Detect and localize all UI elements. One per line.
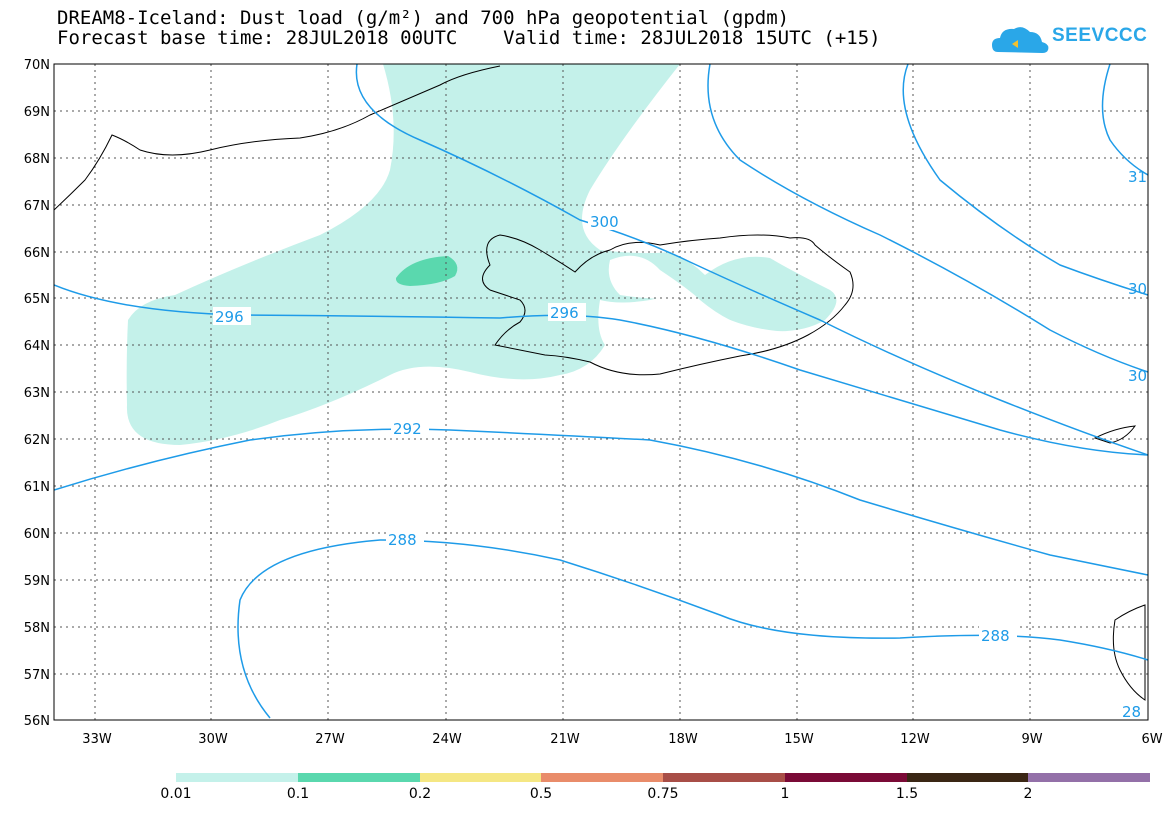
contour-label-292: 292 (393, 420, 422, 438)
lon-label: 27W (315, 732, 345, 747)
contour-label-31: 31 (1128, 168, 1147, 186)
lon-label: 9W (1021, 732, 1042, 747)
lat-label: 67N (24, 199, 50, 214)
contour-label-30b: 30 (1128, 367, 1147, 385)
lat-label: 65N (24, 292, 50, 307)
lat-label: 68N (24, 152, 50, 167)
legend-label: 0.1 (286, 786, 310, 802)
legend-swatch (176, 773, 298, 782)
lat-label: 58N (24, 621, 50, 636)
lat-label: 70N (24, 58, 50, 73)
legend-swatch (784, 773, 907, 782)
legend-label: 1 (780, 786, 790, 802)
lat-label: 64N (24, 339, 50, 354)
legend-label: 1.5 (895, 786, 919, 802)
legend-swatch (297, 773, 420, 782)
lat-label: 57N (24, 668, 50, 683)
lat-label: 59N (24, 574, 50, 589)
legend-label: 0.75 (647, 786, 679, 802)
contour-label-28: 28 (1122, 703, 1141, 721)
legend-swatch (1028, 773, 1150, 782)
lat-label: 56N (24, 714, 50, 729)
legend-swatch (419, 773, 542, 782)
lat-label: 69N (24, 105, 50, 120)
lon-label: 15W (784, 732, 814, 747)
lat-label: 63N (24, 386, 50, 401)
contour-label-30a: 30 (1128, 280, 1147, 298)
lat-label: 61N (24, 480, 50, 495)
legend-swatch (541, 773, 663, 782)
legend-swatch (906, 773, 1029, 782)
forecast-time-subtitle: Forecast base time: 28JUL2018 00UTC Vali… (57, 27, 881, 49)
legend-label: 0.01 (160, 786, 192, 802)
lon-label: 30W (198, 732, 228, 747)
lon-label: 12W (900, 732, 930, 747)
lon-label: 6W (1141, 732, 1162, 747)
lon-label: 24W (432, 732, 462, 747)
lat-label: 66N (24, 246, 50, 261)
contour-label-288b: 288 (981, 627, 1010, 645)
dust-area-0.1 (395, 256, 458, 286)
legend-swatch (663, 773, 785, 782)
coastline (54, 65, 1146, 701)
legend-label: 0.5 (529, 786, 553, 802)
lon-label: 21W (550, 732, 580, 747)
seevccc-logo: SEEVCCC (1052, 25, 1148, 46)
dust-load-legend (176, 773, 1150, 782)
legend-label: 0.2 (408, 786, 432, 802)
contour-label-288a: 288 (388, 531, 417, 549)
cloud-icon (992, 27, 1049, 53)
dust-area-0.01 (126, 64, 837, 445)
contour-label-296b: 296 (550, 304, 579, 322)
contour-label-296a: 296 (215, 308, 244, 326)
contour-label-300: 300 (590, 213, 619, 231)
lon-label: 18W (668, 732, 698, 747)
lat-label: 60N (24, 527, 50, 542)
map-title: DREAM8-Iceland: Dust load (g/m²) and 700… (57, 7, 790, 29)
legend-label: 2 (1023, 786, 1033, 802)
lat-label: 62N (24, 433, 50, 448)
lon-label: 33W (82, 732, 112, 747)
